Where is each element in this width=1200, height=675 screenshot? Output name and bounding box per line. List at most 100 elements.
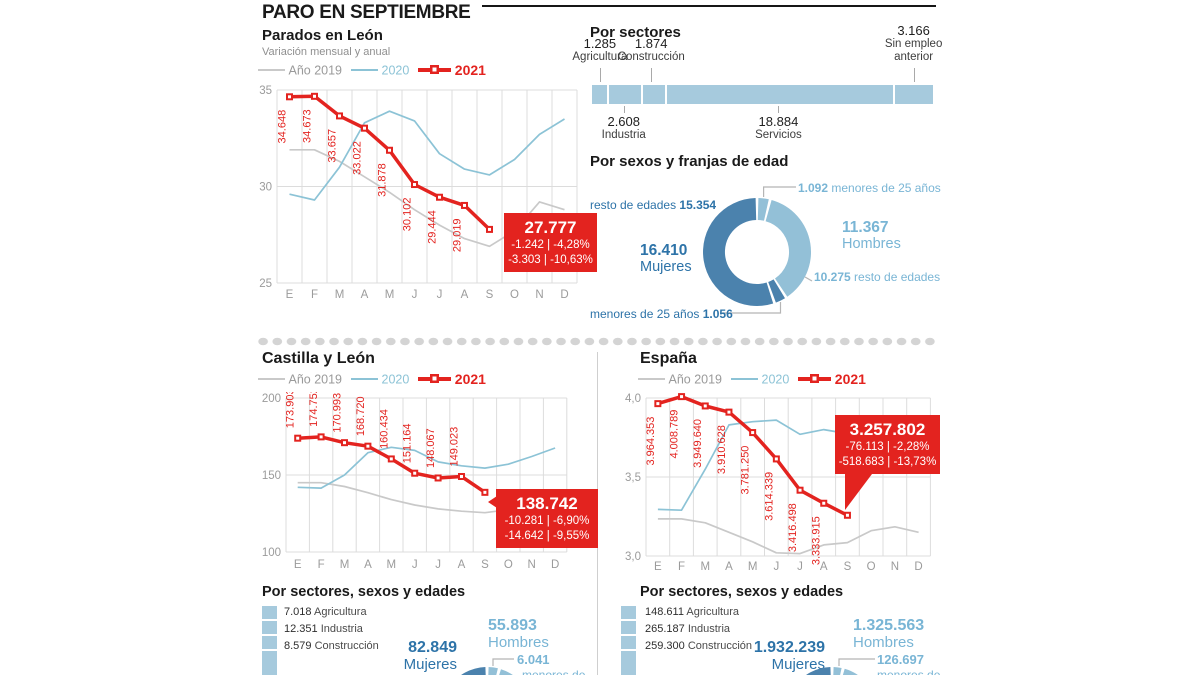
month-label: E [654, 561, 662, 573]
month-label: D [560, 289, 568, 301]
leon-chart-title: Parados en León [262, 27, 383, 44]
point-label: 3.964.353 [645, 417, 657, 466]
legend-2020-label: 2020 [761, 372, 790, 387]
legend-2019-line-swatch [258, 378, 285, 381]
y-tick-label: 100 [262, 547, 281, 559]
cyl-callout-pointer [488, 496, 497, 508]
value: 12.351 [284, 623, 318, 635]
detalle-espana-donut [806, 658, 875, 675]
mujeres-resto-value: 15.354 [679, 198, 717, 212]
mujeres-menores-value: 1.056 [702, 307, 733, 321]
total-mujeres-label: Mujeres [640, 259, 692, 276]
value: 1.325.563 [853, 617, 925, 634]
month-label: M [700, 561, 710, 573]
month-label: M [340, 559, 350, 571]
y-tick-label: 200 [262, 393, 281, 405]
month-label: J [437, 289, 443, 301]
point-label: 29.019 [452, 218, 464, 252]
legend-cyl: Año 2019 2020 2021 [258, 371, 486, 387]
legend-item-2021: 2021 [418, 62, 486, 78]
espana-callout-annual: -518.683 | -13,73% [838, 455, 937, 468]
leon-callout-monthly: -1.242 | -4,28% [511, 239, 590, 251]
detalle-cyl-construccion: 8.579 Construcción [284, 640, 379, 652]
label: Hombres [853, 633, 914, 651]
detalle-espana-industria: 265.187 Industria [645, 623, 730, 635]
espana-callout: 3.257.802 -76.113 | -2,28% -518.683 | -1… [835, 415, 940, 511]
legend-2021-label: 2021 [454, 62, 486, 78]
point-label: 174.752 [308, 392, 320, 427]
legend-2021-marker-swatch [798, 374, 832, 384]
month-label: A [461, 289, 469, 301]
label: Mujeres [771, 655, 825, 673]
value: 55.893 [488, 617, 537, 634]
label-connector [721, 302, 782, 314]
point-label: 148.067 [425, 428, 437, 468]
value: 3.166 [897, 23, 930, 39]
label-connector [763, 186, 796, 197]
series-2021-point-labels: 173.903 174.752 170.993 168.720 160.434 151.1… [285, 392, 461, 468]
total-hombres-label: Hombres [842, 236, 901, 253]
cyl-callout-value: 138.742 [516, 494, 578, 513]
hombres-resto-value: 10.275 [814, 270, 851, 284]
sectores-stacked-bar [592, 85, 933, 104]
mini-bar-segment [621, 606, 636, 619]
label: Hombres [488, 633, 549, 651]
value: 82.849 [408, 639, 457, 656]
month-label: M [335, 289, 345, 301]
month-label: O [504, 559, 513, 571]
leon-line-chart: 35 30 25 E F M A M J J A S O N D 34.648 34.673 33.657 33.0… [259, 85, 578, 301]
month-label: A [725, 561, 733, 573]
page-title: PARO EN SEPTIEMBRE [262, 2, 471, 23]
sector-label-construcción: 1.874 Construcción [618, 36, 685, 64]
label: Construcción [617, 51, 685, 64]
total-mujeres-value: 16.410 [640, 242, 688, 259]
value: 1.285 [583, 36, 617, 52]
legend-item-2019: Año 2019 [638, 372, 722, 386]
slice-mujeres [806, 667, 831, 675]
sector-label-industria: 2.608 Industria [602, 114, 646, 142]
value: 18.884 [758, 114, 799, 129]
leon-callout: 27.777 -1.242 | -4,28% -3.303 | -10,63% [504, 213, 597, 273]
month-label: N [891, 561, 899, 573]
y-tick-label: 30 [259, 182, 272, 194]
leon-chart-subtitle: Variación mensual y anual [262, 46, 391, 58]
espana-callout-monthly: -76.113 | -2,28% [845, 441, 930, 453]
value: 1.932.239 [753, 639, 825, 656]
month-label: F [311, 289, 318, 301]
month-label: M [748, 561, 758, 573]
value: 265.187 [645, 623, 685, 635]
legend-leon: Año 2019 2020 2021 [258, 62, 486, 78]
slice-mujeres-resto-de-edades [703, 198, 774, 306]
month-label: F [318, 559, 325, 571]
detalle-espana-mini-bar [621, 606, 636, 675]
legend-2021-marker-swatch [418, 65, 452, 75]
month-label: J [435, 559, 441, 571]
sector-segment-servicios [667, 85, 894, 104]
label-connector [838, 658, 875, 666]
label-mujeres-resto: resto de edades 15.354 [590, 198, 717, 212]
month-label: S [481, 559, 489, 571]
mini-bar-segment [262, 621, 277, 634]
mini-bar-segment [262, 606, 277, 619]
point-label: 33.657 [327, 129, 339, 163]
label: Servicios [755, 129, 802, 141]
espana-callout-pointer [845, 474, 872, 511]
sector-label-agricultura: 1.285 Agricultura [572, 36, 627, 64]
month-label: J [412, 289, 418, 301]
month-label: A [361, 289, 369, 301]
slice-hombres-menores [488, 667, 498, 675]
label: Agricultura [686, 606, 739, 618]
y-tick-label: 4,0 [625, 393, 641, 405]
point-label: 3.949.640 [692, 419, 704, 468]
month-label: J [412, 559, 418, 571]
value: 259.300 [645, 640, 685, 652]
label-mujeres-menores: menores de 25 años 1.056 [590, 307, 733, 321]
sector-segment-construcción [642, 85, 666, 104]
point-label: 30.102 [402, 198, 414, 232]
mujeres-resto-text: resto de edades [590, 198, 677, 212]
month-label: M [385, 289, 395, 301]
series-line-año-2019 [657, 518, 919, 555]
legend-item-2019: Año 2019 [258, 63, 342, 77]
total-hombres-value: 11.367 [842, 219, 889, 236]
series-line-2020 [297, 446, 556, 489]
